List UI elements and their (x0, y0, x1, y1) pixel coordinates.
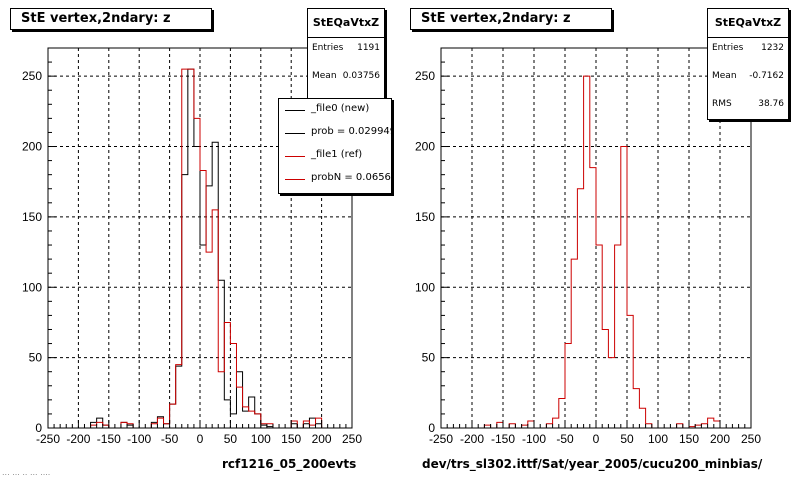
panel-title-right: StE vertex,2ndary: z (410, 8, 612, 30)
legend-line-icon (285, 110, 305, 111)
legend-entry: _file0 (new) (279, 99, 391, 122)
legend-entry: prob = 0.029949 (279, 122, 391, 145)
y-tick-label: 50 (422, 351, 436, 365)
y-tick-label: 200 (415, 140, 435, 154)
y-tick-label: 100 (22, 280, 42, 294)
y-tick-label: 0 (428, 421, 435, 435)
x-tick-label: 50 (620, 432, 634, 446)
stats-value: -0.7162 (749, 71, 784, 81)
stats-label: Entries (312, 43, 344, 53)
legend-label: _file0 (new) (311, 103, 370, 114)
x-tick-label: -150 (491, 432, 515, 446)
x-tick-label: 0 (197, 432, 204, 446)
y-tick-label: 250 (415, 69, 435, 83)
y-tick-label: 50 (29, 351, 43, 365)
legend-line-icon (285, 133, 305, 134)
stats-row-mean: Mean -0.7162 (708, 66, 788, 94)
legend-label: _file1 (ref) (311, 149, 363, 160)
stats-row-rms: RMS 38.76 (708, 94, 788, 122)
x-axis-label-right: dev/trs_sl302.ittf/Sat/year_2005/cucu200… (422, 457, 763, 471)
stats-value: 1232 (761, 43, 784, 53)
y-tick-label: 0 (35, 421, 42, 435)
x-tick-label: -250 (36, 432, 60, 446)
x-tick-label: 200 (312, 432, 332, 446)
y-tick-label: 250 (22, 69, 42, 83)
legend-line-icon (285, 156, 305, 157)
x-axis-label-left: rcf1216_05_200evts (222, 457, 357, 471)
legend-box-left: _file0 (new) prob = 0.029949 _file1 (ref… (278, 98, 392, 194)
y-tick-label: 100 (415, 280, 435, 294)
x-tick-label: 150 (679, 432, 699, 446)
x-tick-label: -250 (429, 432, 453, 446)
x-tick-label: 0 (593, 432, 600, 446)
stats-label: RMS (712, 99, 732, 109)
stats-value: 1191 (357, 43, 380, 53)
x-tick-label: -150 (97, 432, 121, 446)
x-tick-label: 100 (251, 432, 271, 446)
legend-entry: probN = 0.065638 (279, 168, 391, 191)
stats-label: Entries (712, 43, 744, 53)
stats-box-right: StEQaVtxZ Entries 1232 Mean -0.7162 RMS … (707, 8, 789, 120)
x-tick-label: 50 (224, 432, 238, 446)
x-tick-label: -50 (556, 432, 574, 446)
stats-value: 38.76 (758, 99, 784, 109)
x-tick-label: 100 (648, 432, 668, 446)
panel-title-left: StE vertex,2ndary: z (10, 8, 212, 30)
footer-stamp: ... ... .. ... .... (2, 468, 51, 477)
stats-name: StEQaVtxZ (708, 9, 788, 38)
legend-label: prob = 0.029949 (311, 126, 392, 137)
x-tick-label: 250 (741, 432, 761, 446)
stats-row-entries: Entries 1191 (308, 38, 384, 66)
y-tick-label: 150 (22, 210, 42, 224)
stats-label: Mean (712, 71, 737, 81)
legend-line-icon (285, 179, 305, 180)
x-tick-label: 200 (710, 432, 730, 446)
x-tick-label: 150 (281, 432, 301, 446)
legend-entry: _file1 (ref) (279, 145, 391, 168)
x-tick-label: -100 (127, 432, 151, 446)
legend-label: probN = 0.065638 (311, 172, 391, 183)
x-tick-label: -50 (161, 432, 179, 446)
x-tick-label: -200 (66, 432, 90, 446)
stats-row-mean: Mean 0.03756 (308, 66, 384, 94)
x-tick-label: -200 (460, 432, 484, 446)
x-tick-label: 250 (342, 432, 362, 446)
stats-name: StEQaVtxZ (308, 9, 384, 38)
stats-row-entries: Entries 1232 (708, 38, 788, 66)
y-tick-label: 150 (415, 210, 435, 224)
stats-value: 0.03756 (342, 71, 380, 81)
stats-box-left: StEQaVtxZ Entries 1191 Mean 0.03756 (307, 8, 385, 102)
x-tick-label: -100 (522, 432, 546, 446)
stats-label: Mean (312, 71, 337, 81)
y-tick-label: 200 (22, 140, 42, 154)
